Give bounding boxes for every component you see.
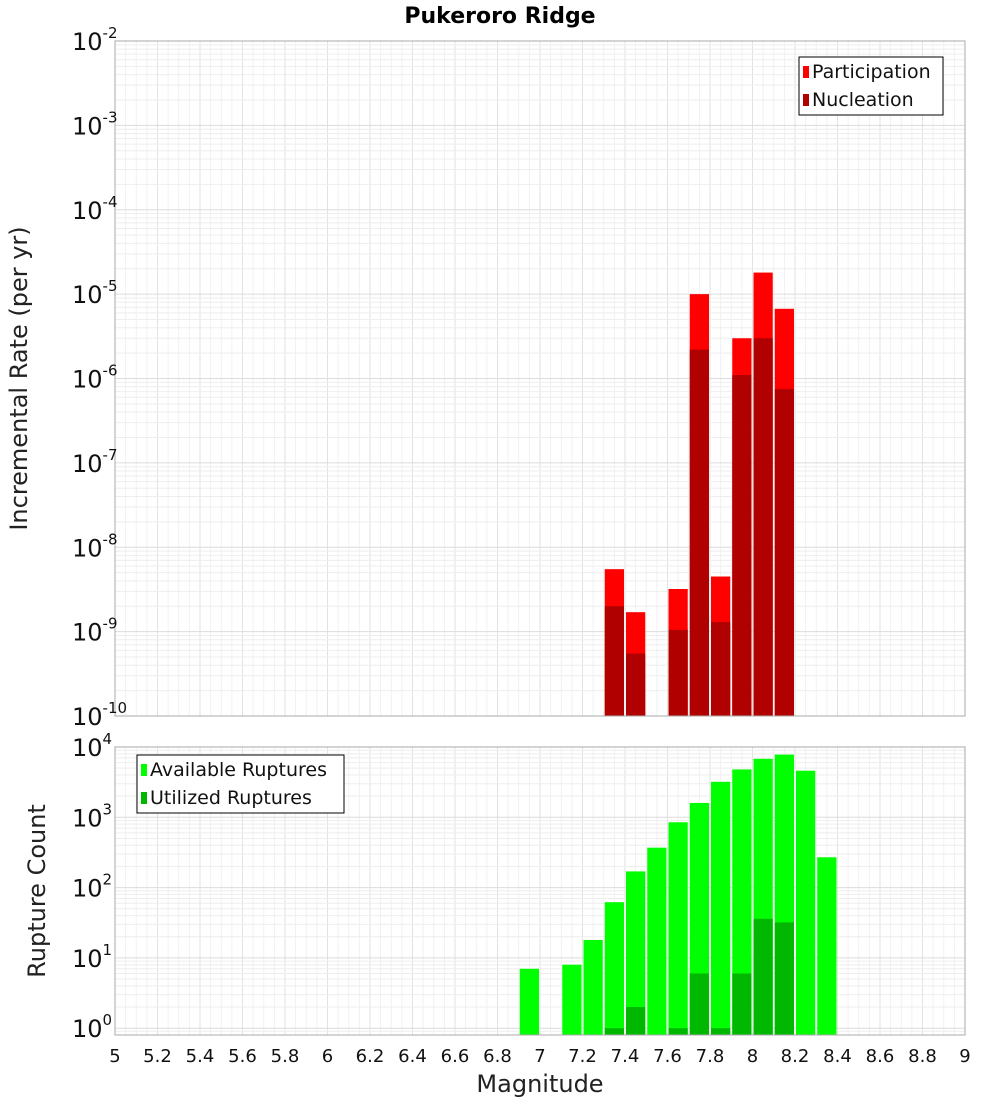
x-tick-label: 7.2: [568, 1046, 597, 1067]
bottom-panel: 104 103 102 101 100 Rupture Count Available Ru…: [23, 730, 966, 1043]
bar-utilized-ruptures: [604, 1028, 624, 1035]
bar-nucleation: [711, 622, 731, 716]
bar-available-ruptures: [647, 847, 667, 1035]
x-tick-label: 7.4: [611, 1046, 640, 1067]
bar-available-ruptures: [668, 822, 688, 1035]
top-panel: 10-2 10-3 10-4 10-5 10-6 10-7 10-8 10-9 10-10 Inc…: [5, 24, 966, 731]
legend-swatch: [141, 764, 147, 776]
legend-label: Participation: [812, 61, 931, 83]
y-tick-label: 10-6: [72, 362, 118, 394]
legend-swatch: [803, 94, 809, 106]
bar-available-ruptures: [519, 968, 539, 1035]
bar-available-ruptures: [711, 781, 731, 1035]
legend-swatch: [141, 792, 147, 804]
bar-nucleation: [753, 338, 773, 716]
legend-label: Utilized Ruptures: [150, 787, 312, 809]
bar-available-ruptures: [796, 770, 816, 1035]
legend: Participation Nucleation: [798, 56, 944, 116]
bar-utilized-ruptures: [689, 973, 709, 1035]
bar-utilized-ruptures: [732, 973, 752, 1035]
y-tick-label: 10-7: [72, 446, 118, 478]
y-tick-label: 10-10: [72, 699, 127, 731]
legend: Available Ruptures Utilized Ruptures: [136, 754, 345, 814]
x-tick-label: 6.8: [483, 1046, 512, 1067]
legend-label: Nucleation: [812, 89, 914, 111]
bar-utilized-ruptures: [711, 1028, 731, 1035]
y-tick-label: 104: [72, 730, 112, 762]
legend-box: [798, 56, 944, 116]
bar-nucleation: [732, 375, 752, 716]
chart-title: Pukeroro Ridge: [404, 4, 595, 29]
x-axis-label: Magnitude: [476, 1070, 603, 1098]
x-tick-label: 8.8: [908, 1046, 937, 1067]
bar-utilized-ruptures: [626, 1007, 646, 1035]
legend-box: [136, 754, 345, 814]
legend-swatch: [803, 66, 809, 78]
x-tick-label: 5.6: [228, 1046, 257, 1067]
bar-nucleation: [668, 629, 688, 716]
x-tick-label: 8.6: [866, 1046, 895, 1067]
x-tick-label: 6.6: [441, 1046, 470, 1067]
bar-utilized-ruptures: [774, 922, 794, 1035]
bar-nucleation: [689, 349, 709, 716]
bar-nucleation: [604, 606, 624, 716]
y-tick-label: 100: [72, 1011, 112, 1043]
bar-utilized-ruptures: [668, 1028, 688, 1035]
bar-available-ruptures: [562, 964, 582, 1035]
bar-available-ruptures: [732, 769, 752, 1035]
bar-nucleation: [774, 389, 794, 716]
x-tick-label: 5.4: [186, 1046, 215, 1067]
y-tick-label: 10-8: [72, 530, 118, 562]
y-tick-label: 101: [72, 941, 112, 973]
x-tick-label: 8.2: [781, 1046, 810, 1067]
bar-available-ruptures: [604, 902, 624, 1035]
legend-label: Available Ruptures: [150, 759, 327, 781]
y-axis-label: Rupture Count: [23, 804, 51, 978]
y-tick-label: 10-2: [72, 24, 118, 56]
x-tick-label: 5.8: [271, 1046, 300, 1067]
x-tick-label: 7.8: [696, 1046, 725, 1067]
y-axis-label: Incremental Rate (per yr): [5, 226, 33, 530]
bar-nucleation: [626, 653, 646, 716]
bar-available-ruptures: [817, 857, 837, 1035]
bar-utilized-ruptures: [753, 918, 773, 1035]
x-tick-label: 8.4: [823, 1046, 852, 1067]
plot-frame: [114, 40, 966, 717]
x-tick-label: 9: [959, 1046, 970, 1067]
x-tick-label: 5.2: [143, 1046, 172, 1067]
x-tick-label: 6.2: [356, 1046, 385, 1067]
x-tick-label: 6.4: [398, 1046, 427, 1067]
x-tick-label: 7.6: [653, 1046, 682, 1067]
plot-frame: [114, 746, 966, 1036]
y-tick-label: 10-9: [72, 615, 118, 647]
y-tick-label: 10-3: [72, 108, 118, 140]
x-tick-label: 7: [534, 1046, 545, 1067]
x-tick-label: 5: [109, 1046, 120, 1067]
y-tick-label: 102: [72, 871, 112, 903]
bar-available-ruptures: [583, 939, 603, 1035]
y-tick-label: 103: [72, 800, 112, 832]
bar-available-ruptures: [626, 871, 646, 1035]
y-tick-label: 10-4: [72, 193, 118, 225]
x-tick-label: 6: [322, 1046, 333, 1067]
y-tick-label: 10-5: [72, 277, 118, 309]
x-tick-label: 8: [747, 1046, 758, 1067]
